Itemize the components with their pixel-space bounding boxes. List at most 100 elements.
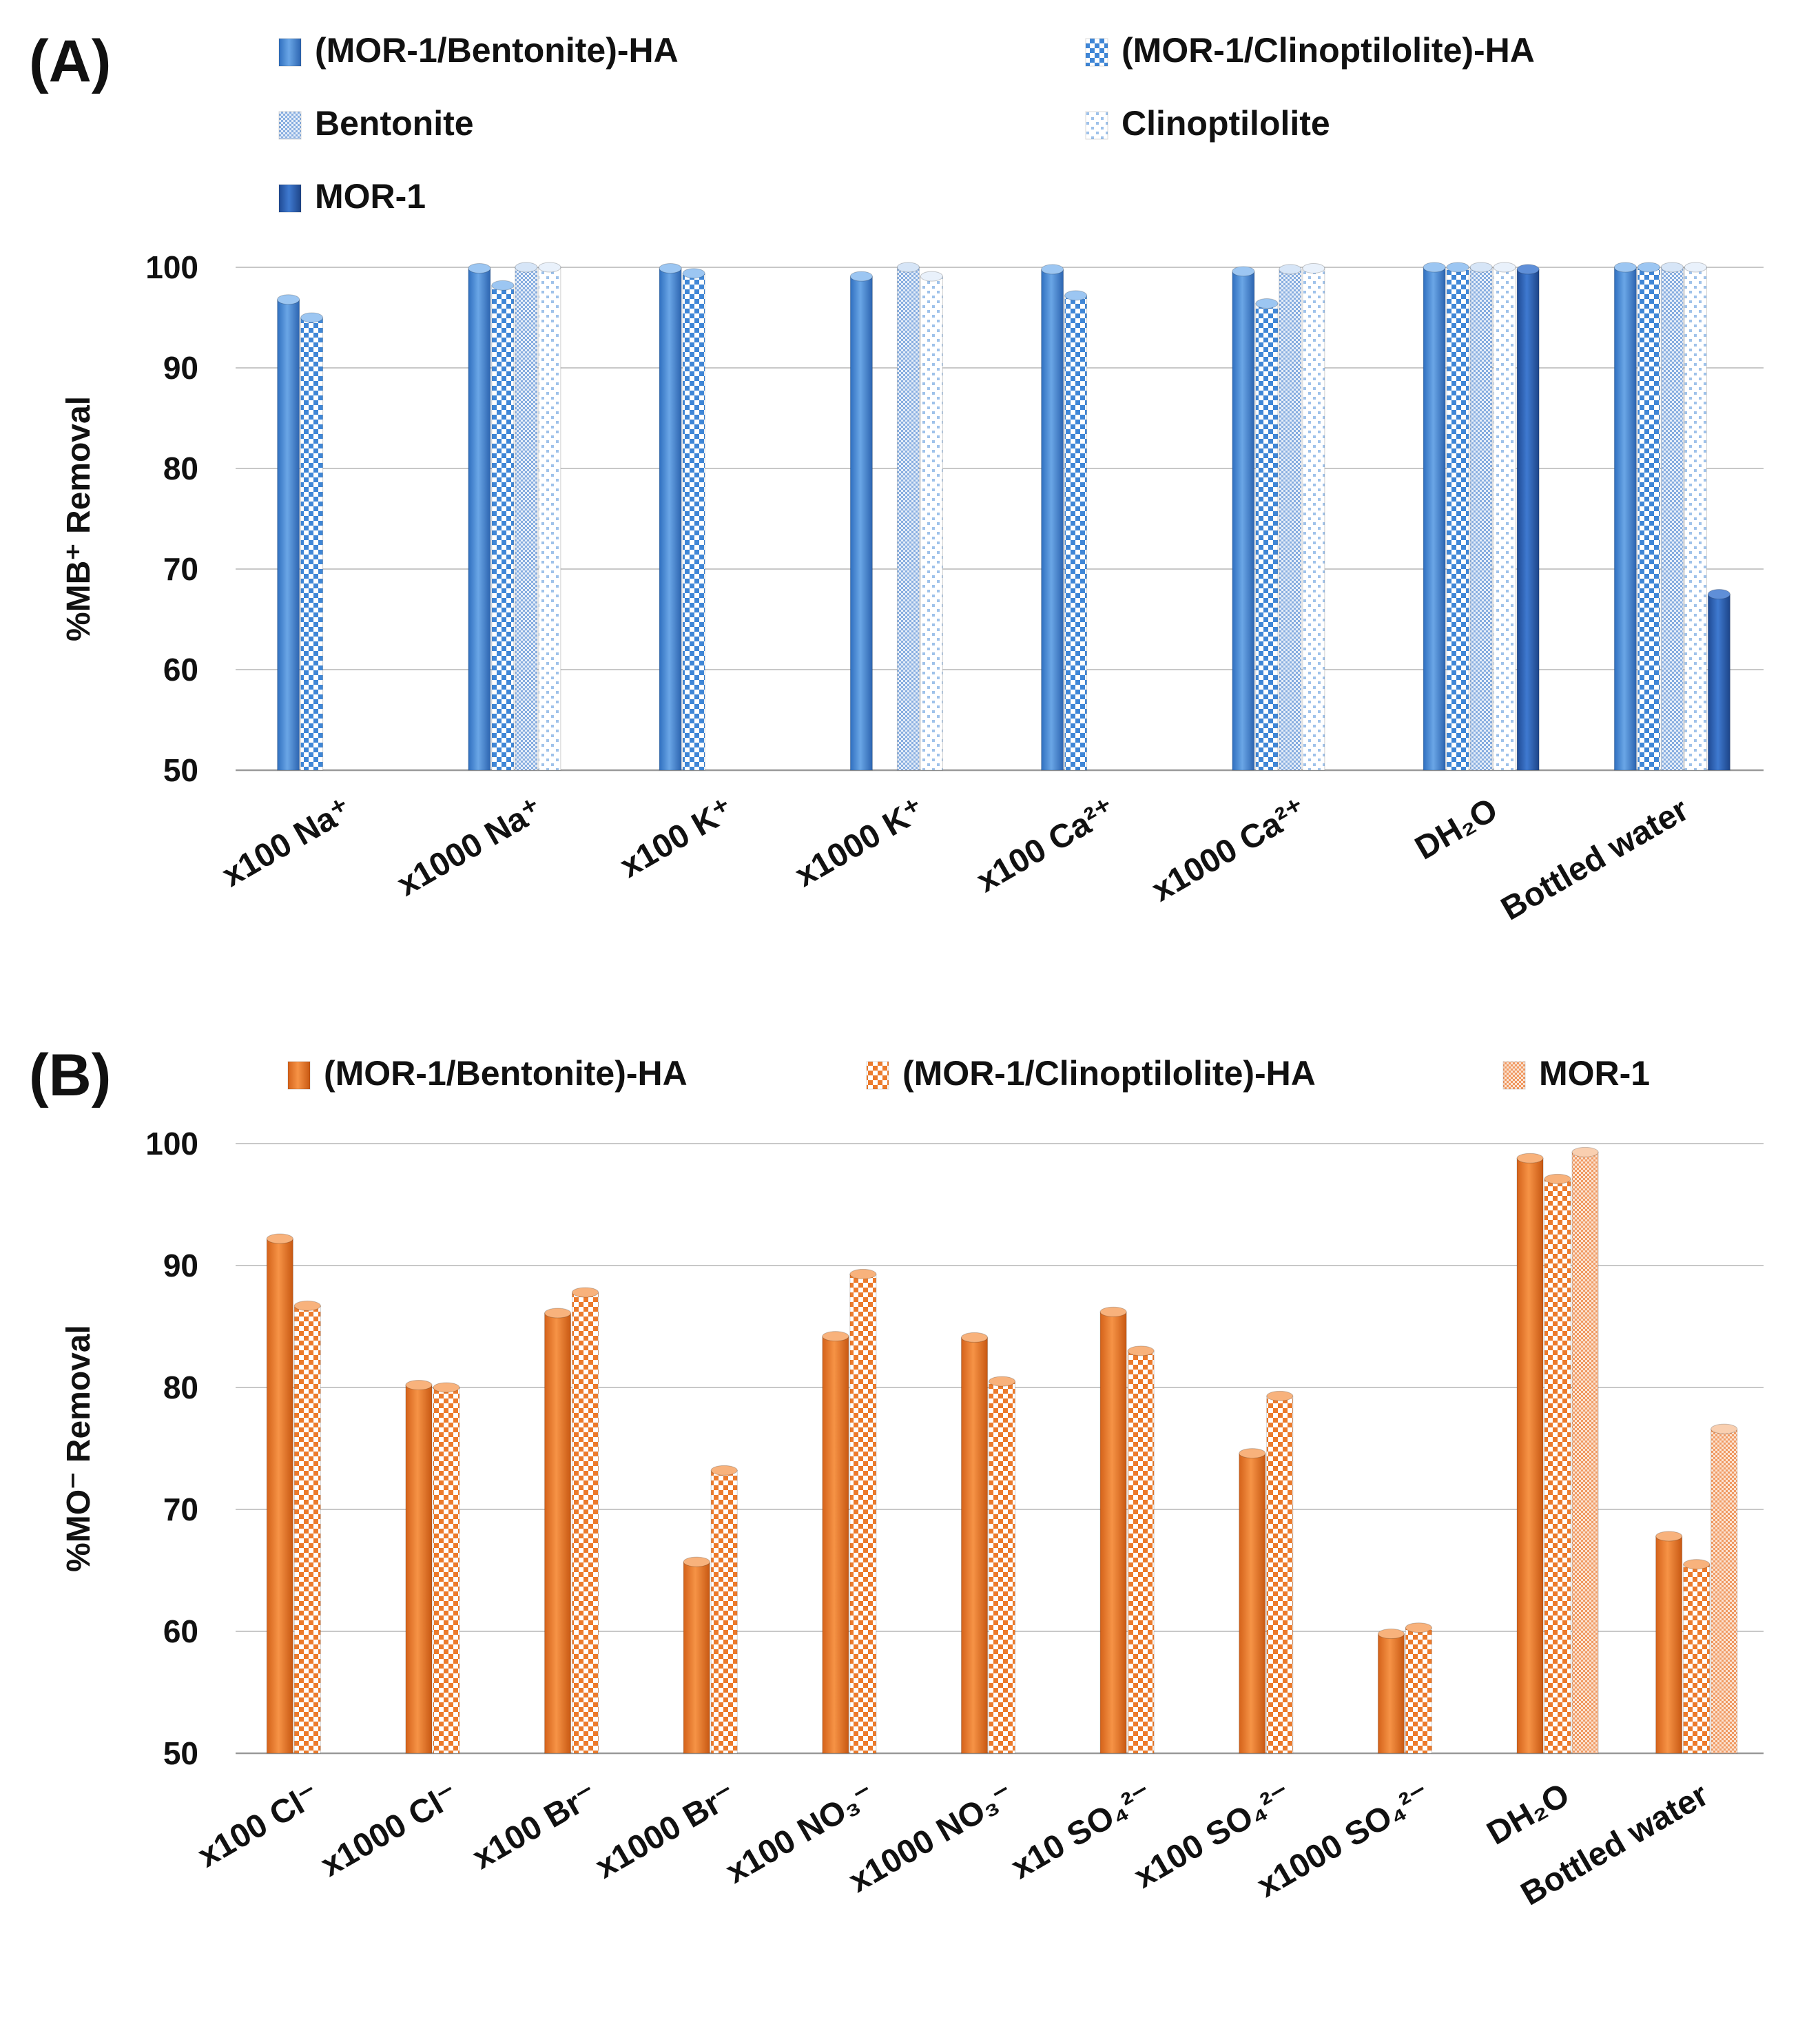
bar-cap — [1302, 262, 1325, 273]
bar-cap — [1099, 1306, 1127, 1317]
bar-body — [1279, 269, 1302, 771]
bar — [1655, 1531, 1683, 1754]
bar-body — [682, 273, 705, 771]
legend-entry: MOR-1 — [278, 177, 426, 216]
bar — [1279, 264, 1302, 771]
bar-cap — [1544, 1173, 1571, 1184]
bar-body — [1655, 1536, 1683, 1754]
bar-body — [1711, 1428, 1738, 1754]
y-tick-label: 100 — [145, 249, 198, 285]
bar-body — [1683, 1564, 1711, 1754]
legend-swatch — [278, 38, 302, 67]
bar-cap — [1232, 266, 1255, 277]
bar-body — [989, 1381, 1015, 1754]
legend-label: Clinoptilolite — [1122, 104, 1330, 143]
bar-cap — [405, 1379, 433, 1390]
bar-cap — [1655, 1531, 1683, 1542]
bar-cap — [1064, 290, 1088, 301]
bar-body — [1613, 267, 1637, 771]
bar-cap — [266, 1233, 293, 1244]
y-tick-label: 50 — [163, 752, 198, 788]
bar — [710, 1465, 738, 1754]
bar-body — [822, 1336, 849, 1754]
bar-body — [277, 299, 300, 771]
bar-cap — [468, 262, 491, 273]
bar — [515, 262, 538, 771]
bar-body — [1516, 1157, 1544, 1754]
y-axis-title: %MO⁻ Removal — [61, 1325, 97, 1572]
bar — [433, 1382, 460, 1754]
legend-entry: MOR-1 — [1502, 1054, 1650, 1093]
bar — [1405, 1622, 1432, 1754]
bar — [468, 262, 491, 771]
x-tick-label: x1000 Br⁻ — [590, 1777, 743, 1886]
bar-body — [683, 1561, 710, 1754]
bar-body — [300, 317, 324, 771]
bar-cap — [1041, 264, 1064, 275]
y-tick-label: 100 — [145, 1126, 198, 1162]
bar-body — [1302, 267, 1325, 771]
bar — [1266, 1390, 1294, 1754]
legend-entry: (MOR-1/Bentonite)-HA — [278, 31, 679, 70]
bar — [572, 1287, 599, 1754]
bar-cap — [1255, 298, 1279, 309]
x-tick-label: x100 K⁺ — [614, 792, 739, 885]
bar-body — [491, 285, 515, 771]
bar-body — [1684, 267, 1707, 771]
bar-cap — [491, 280, 515, 291]
bar-cap — [1493, 262, 1516, 273]
bar — [1613, 262, 1637, 771]
x-tick-label: x1000 Na⁺ — [391, 792, 549, 904]
bar-cap — [572, 1287, 599, 1298]
bar-body — [849, 276, 873, 771]
bar-cap — [1446, 262, 1469, 273]
bar-cap — [896, 262, 920, 273]
bar-cap — [1516, 1153, 1544, 1164]
bar-body — [1707, 594, 1730, 771]
x-tick-label: x1000 K⁺ — [789, 792, 931, 894]
legend-swatch — [278, 111, 302, 140]
bar — [1302, 262, 1325, 771]
bar — [1127, 1345, 1155, 1754]
y-tick-label: 50 — [163, 1735, 198, 1771]
bar-cap — [849, 271, 873, 282]
bar — [1571, 1146, 1599, 1754]
y-tick-label: 60 — [163, 652, 198, 688]
legend-label: (MOR-1/Bentonite)-HA — [324, 1054, 688, 1093]
bar — [1446, 262, 1469, 771]
bar — [1377, 1629, 1405, 1754]
legend-label: (MOR-1/Clinoptilolite)-HA — [1122, 31, 1535, 70]
legend-entry: (MOR-1/Clinoptilolite)-HA — [1085, 31, 1535, 70]
bar-body — [1446, 267, 1469, 771]
bar-body — [1377, 1633, 1405, 1754]
bar-body — [515, 267, 538, 771]
bar-cap — [1266, 1390, 1294, 1401]
panel-label: (B) — [29, 1042, 111, 1108]
bar — [682, 268, 705, 771]
bar — [1544, 1173, 1571, 1754]
bar-body — [266, 1238, 293, 1754]
bar-body — [1516, 269, 1540, 771]
bar — [1684, 262, 1707, 771]
legend-swatch — [287, 1061, 311, 1090]
bar — [1711, 1423, 1738, 1754]
bar-cap — [538, 262, 561, 273]
bar — [1469, 262, 1493, 771]
legend-label: MOR-1 — [315, 177, 426, 216]
y-tick-label: 70 — [163, 1491, 198, 1527]
bar-cap — [433, 1382, 460, 1393]
x-tick-label: DH₂O — [1481, 1777, 1575, 1852]
bar-body — [1423, 267, 1446, 771]
bar — [989, 1376, 1015, 1754]
bar — [544, 1308, 572, 1754]
bar — [1041, 264, 1064, 771]
x-tick-label: x1000 Ca²⁺ — [1146, 792, 1313, 909]
bar-cap — [849, 1268, 877, 1279]
legend-label: (MOR-1/Clinoptilolite)-HA — [902, 1054, 1316, 1093]
bar — [822, 1331, 849, 1754]
bar — [277, 294, 300, 771]
bar — [659, 262, 682, 771]
bar-cap — [293, 1300, 321, 1311]
x-tick-label: x100 Ca²⁺ — [971, 792, 1122, 900]
